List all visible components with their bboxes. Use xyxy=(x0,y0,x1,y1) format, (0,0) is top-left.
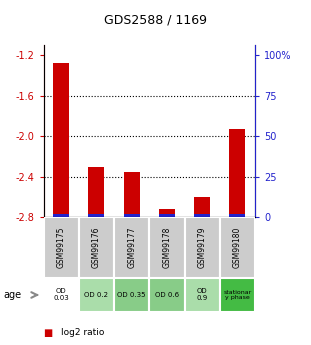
Text: GSM99178: GSM99178 xyxy=(162,227,171,268)
Bar xyxy=(149,278,184,312)
Bar xyxy=(184,217,220,278)
Text: stationar
y phase: stationar y phase xyxy=(223,289,252,300)
Text: age: age xyxy=(3,290,21,300)
Bar xyxy=(114,278,149,312)
Bar xyxy=(124,172,140,217)
Bar xyxy=(53,214,69,217)
Bar xyxy=(88,214,104,217)
Bar xyxy=(159,214,175,217)
Bar xyxy=(44,278,79,312)
Bar xyxy=(149,217,184,278)
Text: OD 0.35: OD 0.35 xyxy=(118,292,146,298)
Bar xyxy=(114,217,149,278)
Text: GSM99180: GSM99180 xyxy=(233,227,242,268)
Bar xyxy=(220,278,255,312)
Bar xyxy=(88,167,104,217)
Text: ■: ■ xyxy=(44,328,53,338)
Text: OD
0.03: OD 0.03 xyxy=(53,288,69,302)
Bar xyxy=(124,214,140,217)
Bar xyxy=(53,63,69,217)
Text: log2 ratio: log2 ratio xyxy=(61,328,104,337)
Text: OD 0.2: OD 0.2 xyxy=(84,292,109,298)
Bar xyxy=(194,214,210,217)
Bar xyxy=(44,217,79,278)
Bar xyxy=(184,278,220,312)
Text: OD
0.9: OD 0.9 xyxy=(197,288,208,302)
Bar xyxy=(230,214,245,217)
Bar xyxy=(79,217,114,278)
Text: GSM99179: GSM99179 xyxy=(198,227,207,268)
Bar xyxy=(194,197,210,217)
Text: OD 0.6: OD 0.6 xyxy=(155,292,179,298)
Text: GSM99177: GSM99177 xyxy=(127,227,136,268)
Bar xyxy=(159,209,175,217)
Bar xyxy=(230,129,245,217)
Text: GSM99176: GSM99176 xyxy=(92,227,101,268)
Bar xyxy=(79,278,114,312)
Text: GDS2588 / 1169: GDS2588 / 1169 xyxy=(104,14,207,27)
Text: GSM99175: GSM99175 xyxy=(57,227,66,268)
Bar xyxy=(220,217,255,278)
